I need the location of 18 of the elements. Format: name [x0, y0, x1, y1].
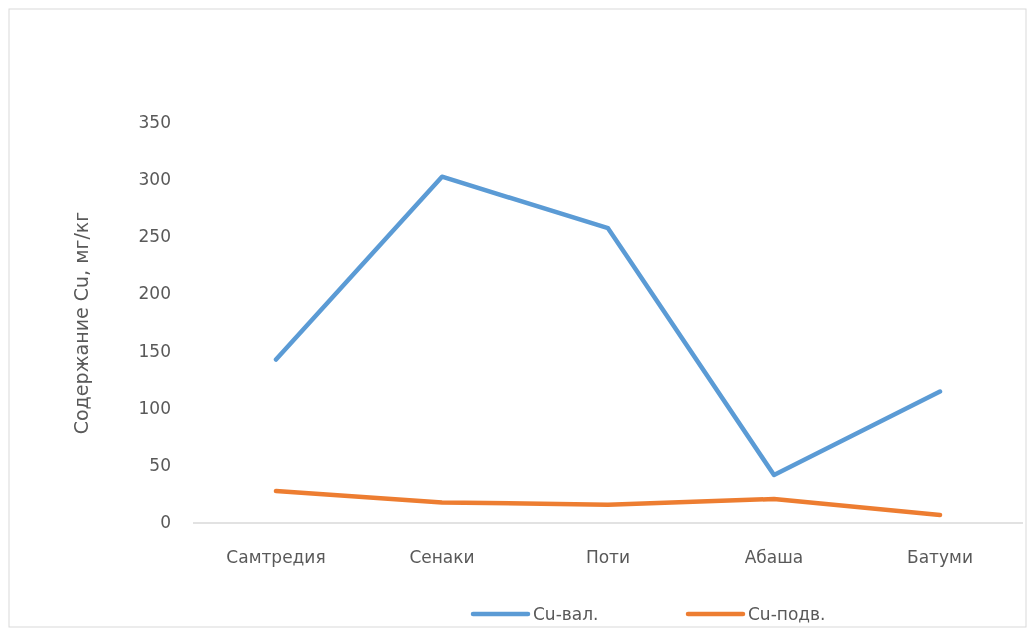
y-tick-label: 250	[138, 226, 171, 247]
line-series	[273, 174, 943, 478]
x-tick-label: Абаша	[744, 547, 804, 567]
y-tick-label: 50	[149, 454, 171, 475]
x-tick-label: Поти	[585, 547, 631, 567]
x-tick-label: Батуми	[907, 547, 973, 567]
x-tick-label: Сенаки	[409, 547, 475, 567]
y-tick-label: 100	[138, 397, 171, 418]
y-axis-title: Содержание Cu, мг/кг	[70, 211, 92, 435]
y-tick-label: 300	[138, 169, 171, 190]
y-tick-label: 350	[138, 112, 171, 132]
x-tick-label: Самтредия	[226, 547, 326, 567]
legend-label: Cu-вал.	[533, 604, 599, 624]
y-tick-label: 150	[138, 340, 171, 361]
y-tick-label: 0	[160, 512, 171, 532]
legend-label: Cu-подв.	[748, 604, 826, 624]
y-tick-label: 200	[138, 283, 171, 304]
line-series	[273, 488, 943, 518]
